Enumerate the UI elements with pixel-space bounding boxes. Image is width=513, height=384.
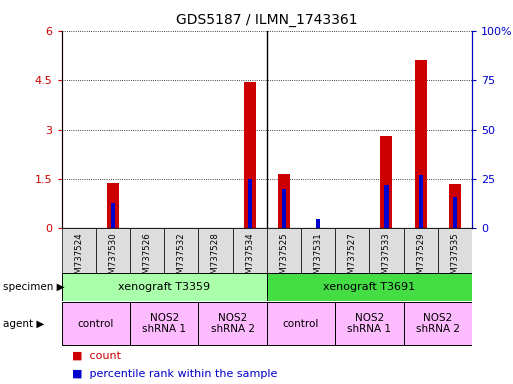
Bar [381, 136, 392, 228]
Text: GSM737528: GSM737528 [211, 232, 220, 285]
Bar [453, 197, 457, 228]
FancyBboxPatch shape [267, 228, 301, 273]
FancyBboxPatch shape [369, 228, 404, 273]
FancyBboxPatch shape [232, 228, 267, 273]
FancyBboxPatch shape [130, 228, 164, 273]
Bar [244, 82, 255, 228]
Text: GSM737530: GSM737530 [108, 232, 117, 285]
Bar [415, 60, 427, 228]
FancyBboxPatch shape [404, 228, 438, 273]
Text: GSM737524: GSM737524 [74, 232, 83, 285]
Text: control: control [283, 318, 319, 329]
Text: GSM737534: GSM737534 [245, 232, 254, 285]
FancyBboxPatch shape [404, 302, 472, 345]
FancyBboxPatch shape [130, 302, 199, 345]
FancyBboxPatch shape [267, 273, 472, 301]
Text: GSM737527: GSM737527 [348, 232, 357, 285]
Bar [107, 183, 119, 228]
FancyBboxPatch shape [62, 228, 96, 273]
Text: GSM737532: GSM737532 [177, 232, 186, 285]
Text: GSM737525: GSM737525 [280, 232, 288, 285]
FancyBboxPatch shape [62, 273, 267, 301]
Text: GSM737535: GSM737535 [450, 232, 459, 285]
Text: agent ▶: agent ▶ [3, 318, 44, 329]
Bar [384, 185, 388, 228]
Bar [419, 175, 423, 228]
Text: GSM737533: GSM737533 [382, 232, 391, 285]
FancyBboxPatch shape [199, 302, 267, 345]
Text: NOS2
shRNA 2: NOS2 shRNA 2 [210, 313, 254, 334]
Text: specimen ▶: specimen ▶ [3, 282, 64, 292]
Text: GSM737529: GSM737529 [416, 232, 425, 285]
Text: ■  count: ■ count [72, 350, 121, 360]
Bar [449, 184, 461, 228]
Text: control: control [77, 318, 114, 329]
FancyBboxPatch shape [62, 302, 130, 345]
FancyBboxPatch shape [301, 228, 335, 273]
FancyBboxPatch shape [335, 228, 369, 273]
Bar [278, 174, 290, 228]
Text: NOS2
shRNA 2: NOS2 shRNA 2 [416, 313, 460, 334]
Text: ■  percentile rank within the sample: ■ percentile rank within the sample [72, 369, 277, 379]
Bar [316, 218, 320, 228]
FancyBboxPatch shape [96, 228, 130, 273]
Bar [248, 179, 252, 228]
Text: xenograft T3691: xenograft T3691 [323, 282, 416, 292]
FancyBboxPatch shape [438, 228, 472, 273]
Text: NOS2
shRNA 1: NOS2 shRNA 1 [347, 313, 391, 334]
Bar [111, 203, 115, 228]
Text: xenograft T3359: xenograft T3359 [118, 282, 210, 292]
FancyBboxPatch shape [267, 302, 335, 345]
Text: GSM737531: GSM737531 [313, 232, 323, 285]
FancyBboxPatch shape [335, 302, 404, 345]
FancyBboxPatch shape [199, 228, 232, 273]
Bar [282, 189, 286, 228]
Text: GSM737526: GSM737526 [143, 232, 151, 285]
Title: GDS5187 / ILMN_1743361: GDS5187 / ILMN_1743361 [176, 13, 358, 27]
Text: NOS2
shRNA 1: NOS2 shRNA 1 [142, 313, 186, 334]
FancyBboxPatch shape [164, 228, 199, 273]
